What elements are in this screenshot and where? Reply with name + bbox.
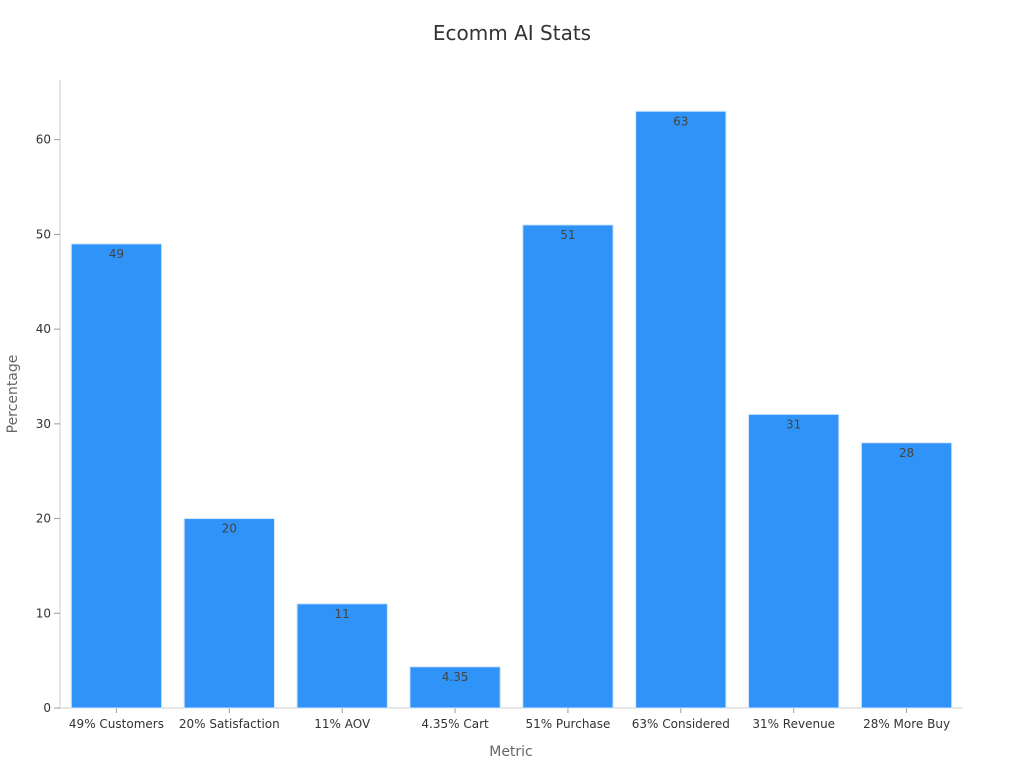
x-tick-label: 63% Considered	[632, 717, 730, 731]
y-axis-label: Percentage	[5, 355, 21, 434]
bar	[860, 442, 953, 709]
x-tick-label: 31% Revenue	[752, 717, 835, 731]
x-tick-label: 4.35% Cart	[421, 717, 489, 731]
bar	[296, 603, 388, 709]
y-tick-label: 10	[36, 606, 51, 620]
y-tick-label: 60	[36, 133, 51, 147]
bars	[70, 110, 953, 709]
x-tick-label: 51% Purchase	[525, 717, 610, 731]
bar	[183, 518, 275, 709]
bar-value-label: 20	[222, 522, 237, 536]
bar-value-label: 31	[786, 417, 801, 431]
x-axis-label: Metric	[489, 744, 533, 760]
bar	[635, 110, 727, 709]
y-tick-label: 20	[36, 512, 51, 526]
bar-value-label: 49	[109, 247, 124, 261]
y-tick-label: 30	[36, 417, 51, 431]
y-tick-label: 40	[36, 322, 51, 336]
y-tick-label: 0	[43, 701, 51, 715]
y-axis: 0 10 20 30 40 50 60	[36, 80, 61, 715]
bar-value-label: 4.35	[442, 670, 469, 684]
x-tick-label: 20% Satisfaction	[179, 717, 280, 731]
x-tick-label: 11% AOV	[314, 717, 371, 731]
bar	[409, 666, 501, 709]
chart-title: Ecomm AI Stats	[433, 21, 591, 45]
bar-value-label: 51	[560, 228, 575, 242]
bar	[748, 413, 840, 709]
bar	[70, 243, 163, 709]
x-tick-label: 49% Customers	[69, 717, 164, 731]
x-tick-label: 28% More Buy	[863, 717, 950, 731]
x-axis: 49% Customers 20% Satisfaction 11% AOV 4.35…	[60, 707, 963, 731]
bar-value-label: 63	[673, 114, 688, 128]
y-tick-label: 50	[36, 227, 51, 241]
bar-value-label: 28	[899, 446, 914, 460]
bar	[522, 224, 614, 709]
bar-value-label: 11	[335, 607, 350, 621]
data-labels: 49 20 11 4.35 51 63 31 28	[109, 114, 914, 684]
